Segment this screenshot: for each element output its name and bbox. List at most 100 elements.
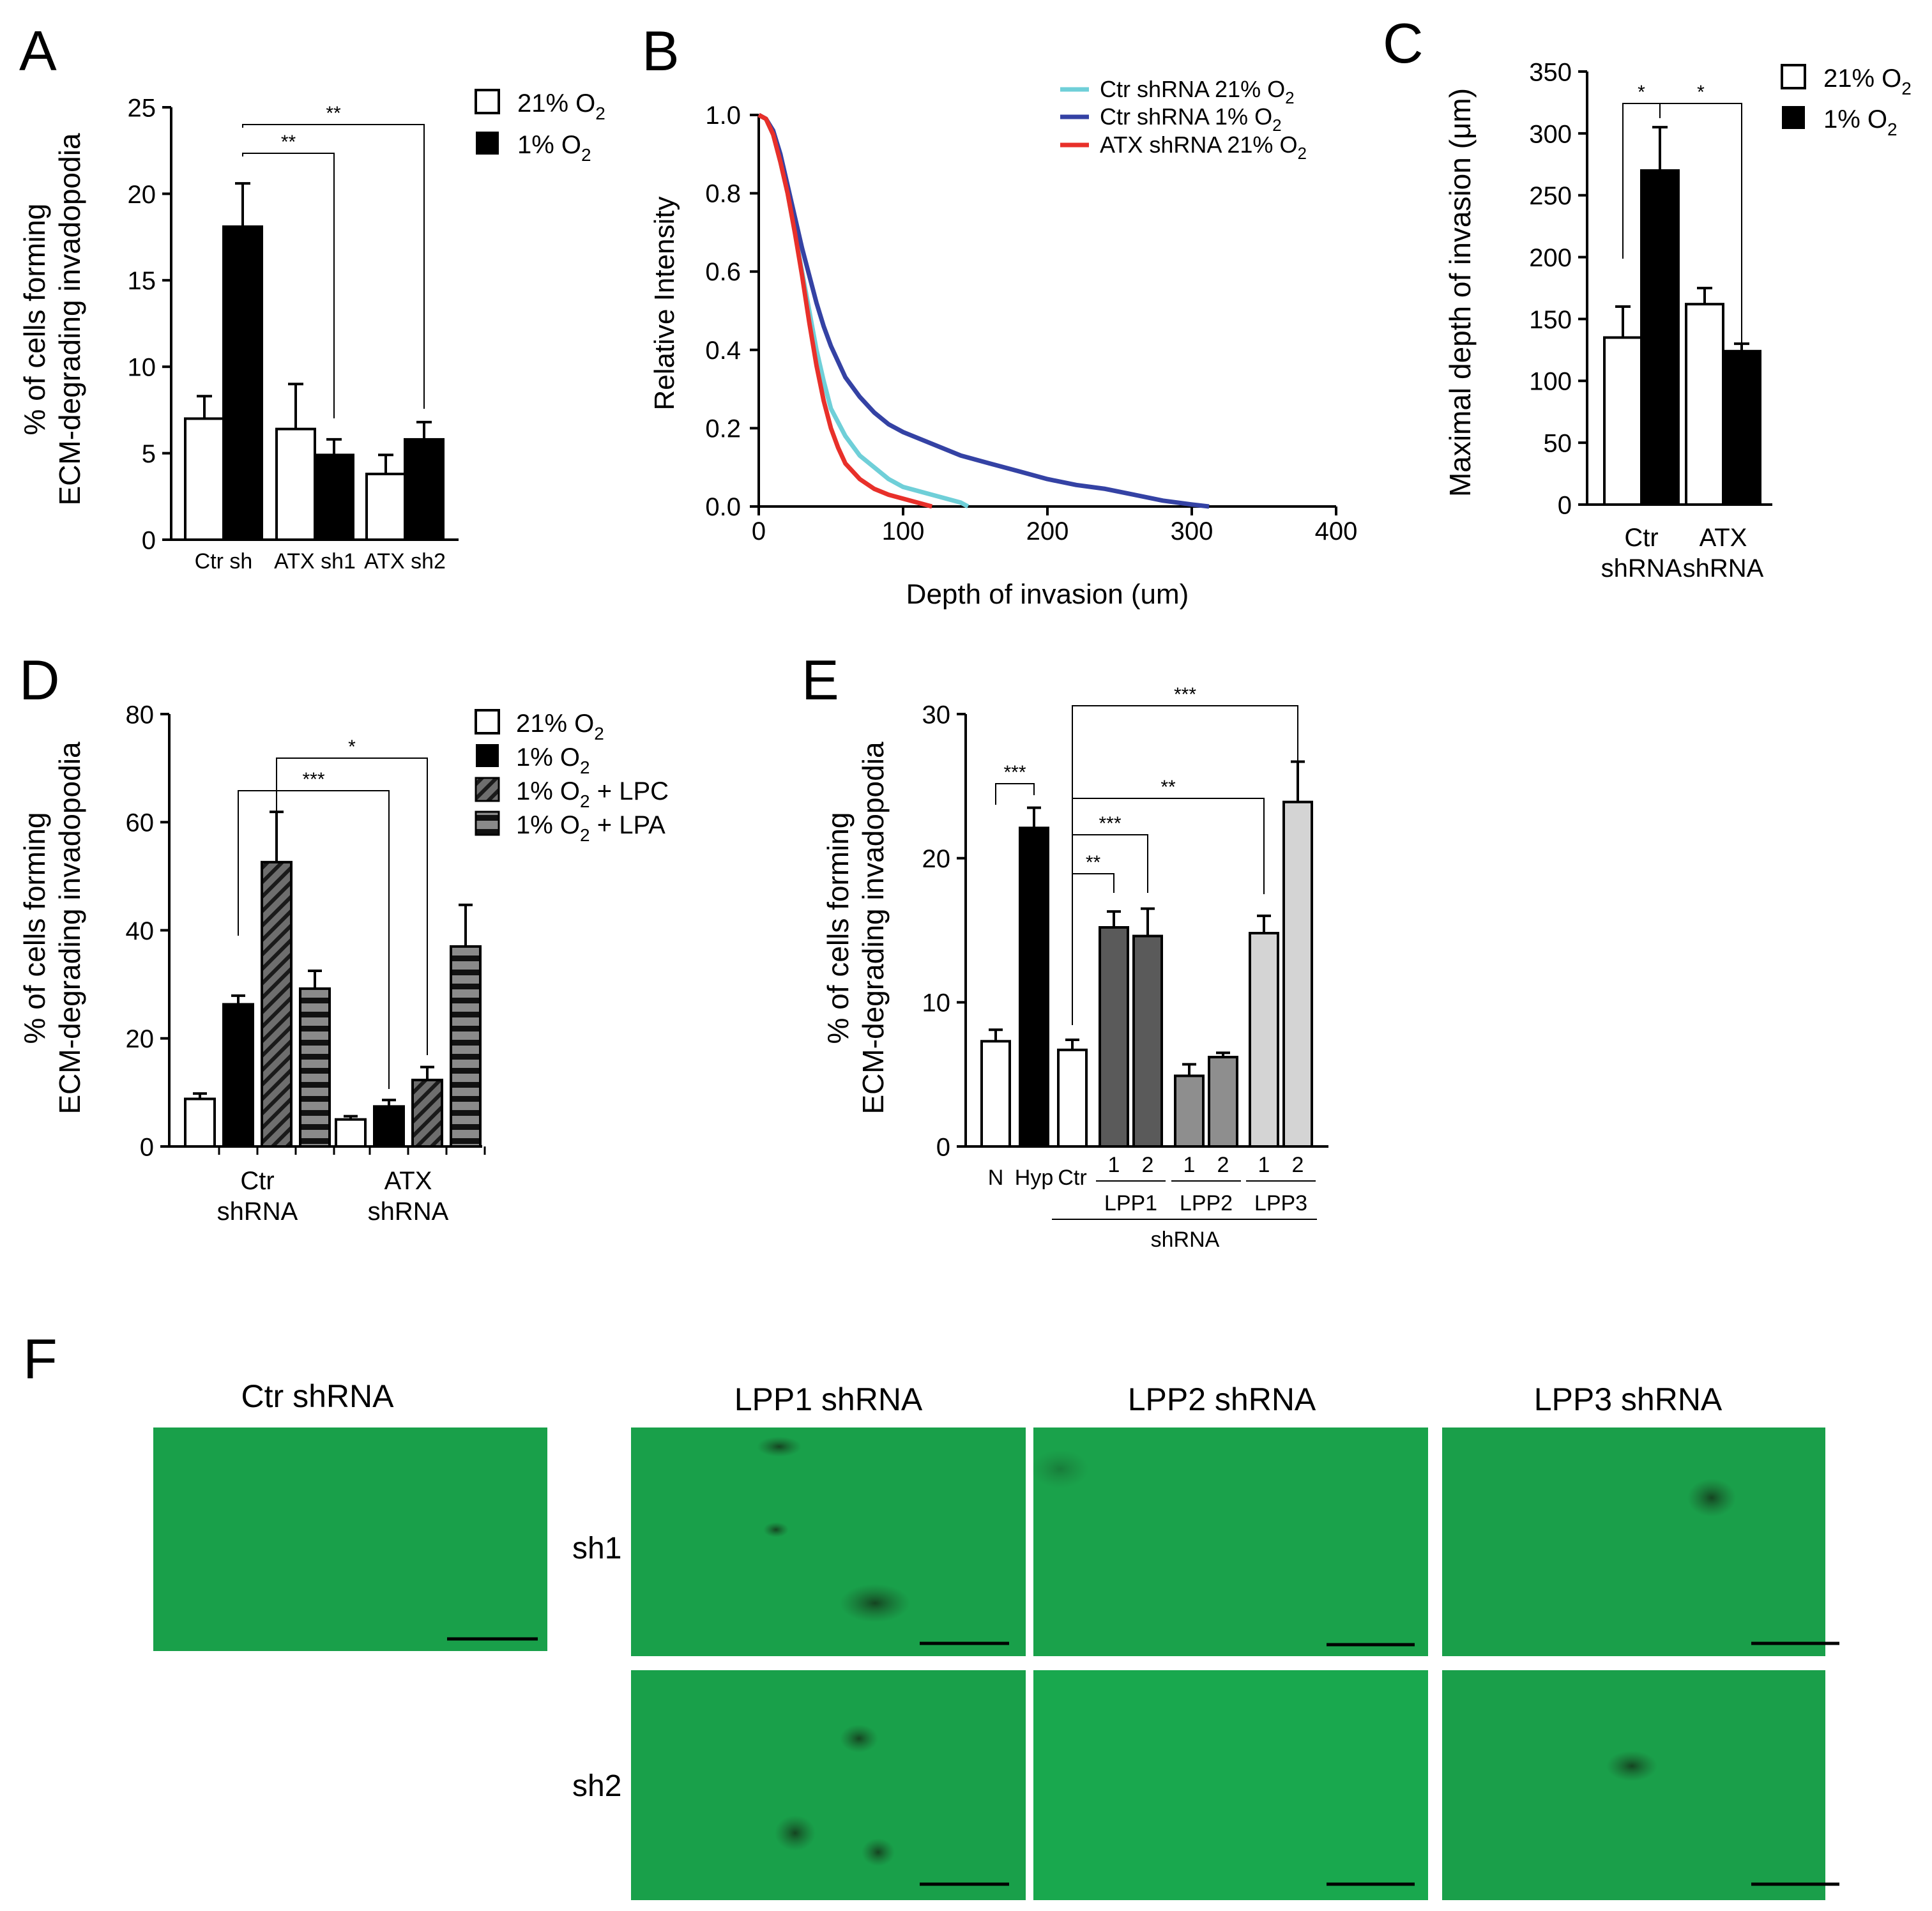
panel-b-y-tick-label: 1.0 <box>705 102 741 130</box>
panel-d-legend-label-lpc: 1% O2 + LPC <box>516 777 669 811</box>
panel-a-y-tick-label: 0 <box>142 526 156 554</box>
panel-a-legend-swatch-1 <box>476 132 499 155</box>
panel-a-x-tick-label: ATX sh1 <box>274 549 356 574</box>
panel-c-y-tick-label: 150 <box>1529 306 1572 334</box>
panel-d-y-label-line2: ECM-degrading invadopodia <box>53 742 86 1114</box>
panel-letter-e: E <box>802 648 839 712</box>
panel-e-bar <box>1208 1056 1238 1148</box>
panel-c-bar <box>1685 303 1724 506</box>
panel-d-significance <box>238 790 390 1089</box>
panel-e-y-tick-label: 30 <box>922 701 951 729</box>
panel-e-significance-label: ** <box>1086 852 1101 873</box>
micrograph-lpp3-sh2 <box>1442 1670 1839 1900</box>
panel-e-group-label: LPP2 <box>1180 1191 1233 1215</box>
panel-c-x-tick-label: shRNA <box>1683 554 1764 582</box>
panel-e-x-tick-label: 2 <box>1292 1153 1304 1177</box>
panel-d-bar <box>261 860 293 1148</box>
micrograph-lpp1-sh2 <box>631 1670 1026 1900</box>
panel-a-bar <box>314 453 354 541</box>
panel-a-bar <box>222 225 263 541</box>
panel-d-bar <box>335 1118 367 1148</box>
panel-e-significance-label: *** <box>1099 813 1121 834</box>
micrograph-lpp2-sh1 <box>1031 1428 1428 1656</box>
panel-d-significance-label: *** <box>302 769 324 790</box>
panel-c-x-tick-label: Ctr <box>1624 524 1658 552</box>
panel-d-bar-chart: % of cells forming ECM-degrading invadop… <box>18 701 669 1226</box>
panel-d-x-tick-label: ATX <box>384 1167 432 1195</box>
panel-e-x-tick-label: 1 <box>1108 1153 1120 1177</box>
panel-letter-a: A <box>19 19 57 82</box>
panel-e-x-tick-label: N <box>988 1166 1004 1190</box>
panel-c-legend-swatch-1 <box>1782 106 1805 129</box>
panel-d-significance-label: * <box>348 736 356 758</box>
panel-b-y-tick-label: 0.8 <box>705 180 741 208</box>
panel-e-significance <box>995 783 1035 805</box>
panel-c-significance-label: * <box>1697 82 1705 103</box>
panel-d-bar <box>222 1003 254 1148</box>
panel-a-y-tick-label: 25 <box>128 94 156 122</box>
panel-e-group-label: LPP3 <box>1254 1191 1307 1215</box>
panel-b-y-label: Relative Intensity <box>649 196 680 410</box>
panel-b-y-tick-label: 0.6 <box>705 258 741 286</box>
panel-a-y-tick-label: 20 <box>128 181 156 209</box>
panel-letter-f: F <box>23 1327 57 1390</box>
panel-d-bar <box>450 945 482 1148</box>
panel-e-y-label-line1: % of cells forming <box>821 812 855 1044</box>
panel-a-y-label-line2: ECM-degrading invadopodia <box>53 133 86 505</box>
panel-b-legend-label-ctr1: Ctr shRNA 1% O2 <box>1100 103 1282 135</box>
panel-e-bar <box>1019 826 1049 1148</box>
panel-e-significance-label: *** <box>1003 762 1026 783</box>
panel-c-legend-label-21: 21% O2 <box>1823 65 1912 98</box>
panel-letter-c: C <box>1383 11 1424 75</box>
panel-b-x-tick-label: 300 <box>1171 517 1213 545</box>
panel-b-x-tick-label: 0 <box>752 517 766 545</box>
panel-a-y-tick-label: 10 <box>128 354 156 382</box>
panel-e-significance <box>1072 705 1298 1025</box>
panel-d-legend-label-lpa: 1% O2 + LPA <box>516 811 666 845</box>
panel-c-x-tick-label: shRNA <box>1601 554 1682 582</box>
panel-d-legend-label-1: 1% O2 <box>516 743 590 777</box>
panel-c-y-tick-label: 50 <box>1544 430 1572 458</box>
panel-b-x-label: Depth of invasion (um) <box>906 579 1189 610</box>
panel-a-bar <box>404 438 445 541</box>
panel-b-series-line <box>757 112 1210 509</box>
panel-d-x-tick-label: shRNA <box>368 1198 449 1226</box>
panel-a-bar <box>184 417 225 541</box>
panel-b-legend-label-atx21: ATX shRNA 21% O2 <box>1100 132 1307 163</box>
panel-b-x-tick-label: 100 <box>882 517 925 545</box>
panel-d-y-tick-label: 80 <box>126 701 155 729</box>
panel-c-bar <box>1722 349 1761 506</box>
panel-letter-d: D <box>19 648 60 712</box>
panel-c-legend-label-1: 1% O2 <box>1823 105 1898 139</box>
micrograph-title-lpp3: LPP3 shRNA <box>1534 1382 1723 1417</box>
panel-b-series-line <box>757 112 933 509</box>
panel-c-bar-chart: Maximal depth of invasion (μm) 0 50 100 150… <box>1443 58 1912 582</box>
micrograph-title-lpp2: LPP2 shRNA <box>1128 1382 1316 1417</box>
micrograph-row-label-sh2: sh2 <box>572 1769 621 1803</box>
panel-b-line-chart: Relative Intensity Depth of invasion (um… <box>649 76 1357 610</box>
micrograph-row-label-sh1: sh1 <box>572 1532 621 1565</box>
panel-a-legend-label-21: 21% O2 <box>517 89 605 123</box>
panel-c-y-tick-label: 350 <box>1529 58 1572 86</box>
panel-c-y-tick-label: 300 <box>1529 120 1572 148</box>
panel-e-x-tick-label: 1 <box>1258 1153 1270 1177</box>
panel-d-legend-swatch-21 <box>475 709 500 735</box>
panel-d-y-tick-label: 0 <box>140 1133 154 1161</box>
panel-c-y-tick-label: 0 <box>1558 491 1572 519</box>
micrograph-ctr <box>153 1428 547 1651</box>
panel-b-y-tick-label: 0.2 <box>705 415 741 443</box>
panel-e-bar <box>1132 934 1163 1148</box>
panel-c-y-label: Maximal depth of invasion (μm) <box>1443 88 1477 497</box>
panel-e-y-tick-label: 20 <box>922 845 951 873</box>
panel-e-x-tick-label: 2 <box>1142 1153 1154 1177</box>
panel-d-bar <box>411 1078 443 1148</box>
panel-a-legend-label-1: 1% O2 <box>517 131 591 165</box>
panel-b-y-tick-label: 0.0 <box>705 493 741 521</box>
panel-b-y-tick-label: 0.4 <box>705 337 741 365</box>
micrograph-lpp2-sh2 <box>1033 1670 1428 1900</box>
panel-d-bar <box>299 987 331 1148</box>
panel-a-significance <box>242 153 335 418</box>
panel-e-bar <box>1174 1074 1205 1148</box>
panel-d-y-tick-label: 40 <box>126 917 155 945</box>
